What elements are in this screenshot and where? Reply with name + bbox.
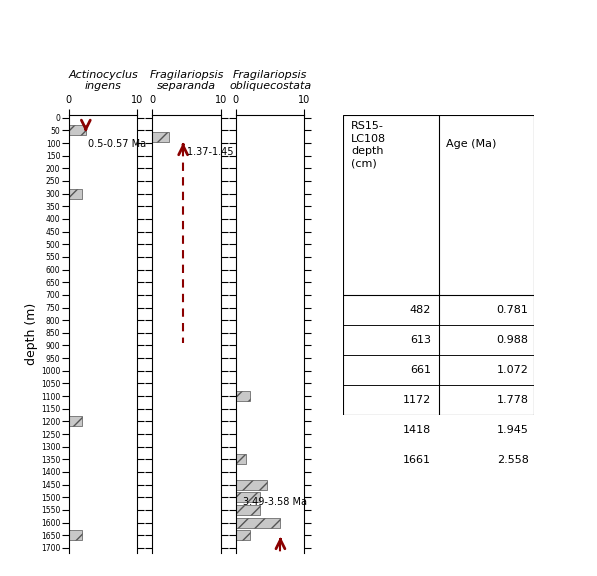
Text: 1.778: 1.778 <box>497 395 528 405</box>
Text: 1.37-1.45 Ma: 1.37-1.45 Ma <box>186 147 251 157</box>
Bar <box>236 391 250 401</box>
Text: 0.988: 0.988 <box>497 335 528 345</box>
Text: Age (Ma): Age (Ma) <box>447 139 497 149</box>
Bar <box>69 126 86 135</box>
Text: 661: 661 <box>410 365 431 375</box>
Bar <box>236 530 250 540</box>
Bar <box>236 505 260 515</box>
Bar <box>69 530 82 540</box>
Text: 1.072: 1.072 <box>497 365 528 375</box>
Text: 2.558: 2.558 <box>497 454 528 465</box>
Text: RS15-
LC108
depth
(cm): RS15- LC108 depth (cm) <box>351 121 386 168</box>
Title: Fragilariopsis
obliquecostata: Fragilariopsis obliquecostata <box>229 70 311 91</box>
Text: 482: 482 <box>410 305 431 315</box>
Text: 0.5-0.57 Ma: 0.5-0.57 Ma <box>88 139 146 149</box>
Text: 1.945: 1.945 <box>497 425 528 435</box>
Bar <box>236 454 246 464</box>
Bar <box>69 416 82 426</box>
Bar <box>236 492 260 502</box>
Title: Actinocyclus
ingens: Actinocyclus ingens <box>68 70 138 91</box>
Bar <box>152 132 170 142</box>
Text: 1661: 1661 <box>403 454 431 465</box>
Text: 0.781: 0.781 <box>497 305 528 315</box>
Text: 3.49-3.58 Ma: 3.49-3.58 Ma <box>242 497 307 507</box>
Y-axis label: depth (m): depth (m) <box>25 303 38 365</box>
Bar <box>236 480 267 490</box>
Bar <box>69 188 82 199</box>
Text: 1418: 1418 <box>403 425 431 435</box>
Text: 1172: 1172 <box>403 395 431 405</box>
Text: 613: 613 <box>410 335 431 345</box>
Bar <box>236 517 281 528</box>
Title: Fragilariopsis
separanda: Fragilariopsis separanda <box>149 70 224 91</box>
